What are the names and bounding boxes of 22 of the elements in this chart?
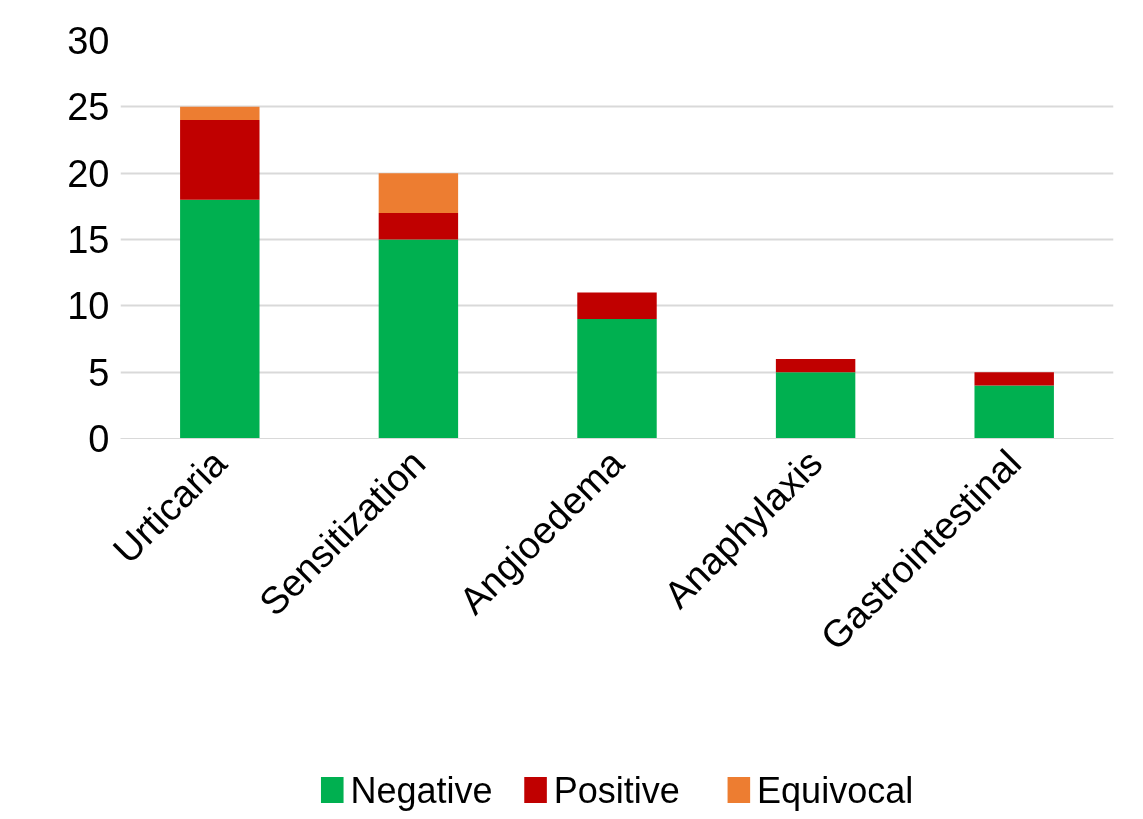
bar <box>577 292 657 320</box>
bar <box>378 239 459 439</box>
y-tick-label: 25 <box>67 86 110 129</box>
bar <box>974 372 1054 386</box>
y-tick-label: 0 <box>88 418 110 460</box>
legend-label: Equivocal <box>757 769 914 811</box>
bar <box>775 372 856 439</box>
bar <box>577 319 657 439</box>
y-tick-label: 10 <box>67 285 110 328</box>
y-tick-label: 30 <box>67 20 110 62</box>
bar <box>180 106 260 121</box>
bar <box>180 120 260 200</box>
y-tick-label: 20 <box>67 152 110 195</box>
legend-label: Positive <box>553 769 680 811</box>
bar <box>378 173 459 213</box>
y-tick-label: 5 <box>88 351 110 394</box>
bar <box>378 212 459 240</box>
y-tick-label: 15 <box>67 219 110 261</box>
legend-label: Negative <box>350 769 493 811</box>
bar <box>974 385 1054 439</box>
bar <box>180 199 260 439</box>
bar <box>775 358 856 373</box>
